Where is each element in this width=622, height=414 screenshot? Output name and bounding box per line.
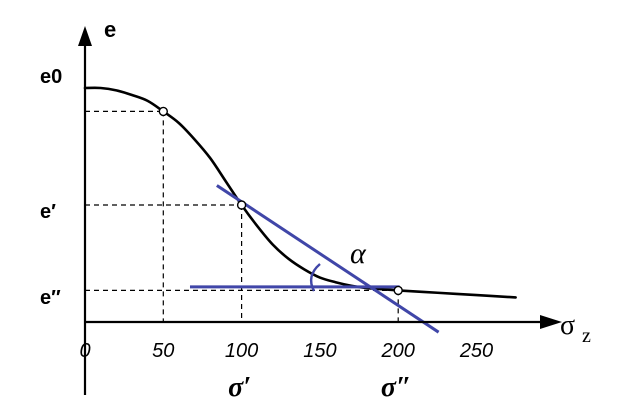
data-point-marker-0	[158, 106, 169, 117]
guide-lines	[85, 110, 399, 322]
y-axis-label: e	[104, 17, 116, 42]
x-axis-label-subscript: z	[582, 325, 591, 347]
sigma-label-0: σ′	[228, 372, 251, 403]
labels: e σ z 0 50 100 150 200 250 e0 e′ e″ α σ′ σ″	[40, 17, 591, 403]
y-level-label-e_double_prime: e″	[40, 287, 61, 309]
x-tick-label-100: 100	[225, 340, 258, 362]
x-tick-label-0: 0	[79, 340, 90, 362]
data-point-marker-2	[393, 285, 403, 296]
construction-lines	[189, 184, 440, 334]
sigma-label-1: σ″	[381, 372, 412, 403]
x-axis-arrow	[540, 315, 562, 329]
x-tick-label-250: 250	[459, 340, 493, 362]
curve-layer	[83, 86, 517, 299]
data-point-marker-1	[236, 200, 247, 210]
x-tick-label-150: 150	[303, 340, 336, 362]
tangent-line	[216, 184, 440, 334]
y-axis-arrow	[78, 26, 92, 46]
axes	[78, 26, 562, 395]
y-level-label-e0: e0	[40, 66, 62, 88]
angle-arc	[309, 263, 321, 292]
x-tick-label-50: 50	[152, 340, 174, 362]
x-axis-label: σ	[560, 310, 575, 341]
compression-curve	[83, 86, 517, 299]
angle-label: α	[350, 237, 367, 270]
y-level-label-e_prime: e′	[40, 201, 56, 223]
x-tick-label-200: 200	[381, 340, 415, 362]
point-markers	[158, 106, 403, 296]
